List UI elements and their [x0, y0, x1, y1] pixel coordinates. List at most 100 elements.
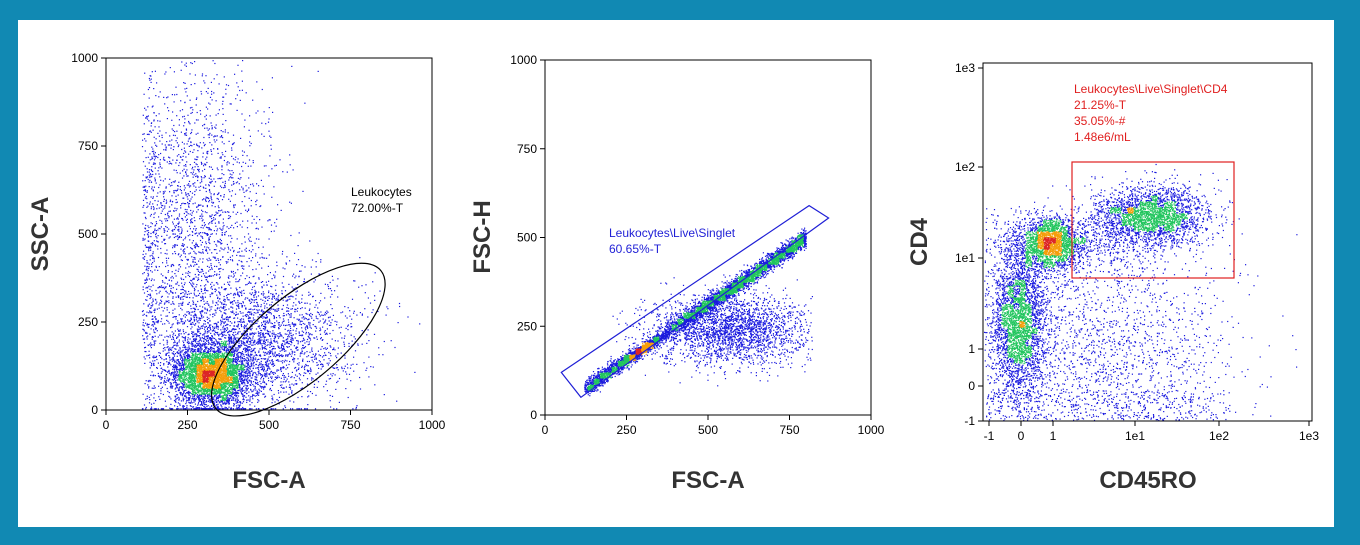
event-dot [213, 398, 215, 400]
event-dot [278, 376, 280, 378]
event-dot [185, 389, 187, 391]
event-dot [221, 372, 223, 374]
event-dot [216, 362, 218, 364]
event-dot [234, 294, 236, 296]
event-dot [359, 376, 361, 379]
event-dot [351, 318, 353, 320]
event-dot [233, 403, 235, 405]
event-dot [197, 390, 200, 392]
event-dot [241, 368, 243, 370]
event-dot [238, 384, 240, 387]
event-dot [293, 359, 295, 361]
event-dot [197, 394, 199, 396]
event-dot [228, 362, 230, 364]
event-dot [271, 342, 273, 345]
event-dot [235, 387, 237, 389]
event-dot [208, 388, 211, 390]
event-dot [219, 392, 221, 394]
event-dot [196, 342, 198, 345]
event-dot [184, 356, 186, 358]
event-dot [224, 367, 226, 370]
event-dot [172, 357, 174, 359]
event-dot [229, 378, 232, 380]
event-dot [191, 367, 193, 369]
event-dot [161, 334, 163, 336]
event-dot [234, 361, 236, 363]
event-dot [182, 381, 184, 383]
event-dot [211, 384, 213, 386]
event-dot [262, 386, 264, 388]
event-dot [243, 399, 245, 401]
event-dot [244, 378, 246, 380]
event-dot [216, 406, 218, 408]
event-dot [242, 381, 244, 384]
event-dot [219, 380, 221, 382]
event-dot [198, 362, 201, 364]
event-dot [240, 366, 242, 368]
event-dot [258, 388, 260, 390]
event-dot [197, 385, 199, 387]
event-dot [189, 379, 191, 381]
event-dot [184, 374, 186, 376]
event-dot [294, 337, 296, 339]
event-dot [174, 395, 176, 397]
event-dot [242, 395, 244, 397]
event-dot [217, 356, 219, 358]
event-dot [255, 328, 258, 330]
event-dot [232, 381, 235, 383]
event-dot [223, 349, 225, 352]
event-dot [196, 386, 198, 388]
event-dot [257, 374, 259, 376]
event-dot [210, 383, 212, 385]
event-dot [263, 335, 265, 337]
event-dot [270, 370, 273, 372]
event-dot [199, 319, 201, 321]
event-dot [173, 332, 175, 334]
event-dot [200, 325, 202, 327]
event-dot [237, 392, 239, 395]
event-dot [192, 380, 194, 382]
event-dot [197, 329, 199, 331]
event-dot [324, 347, 326, 349]
event-dot [142, 335, 144, 337]
event-dot [236, 332, 239, 334]
event-dot [224, 337, 226, 339]
event-dot [289, 298, 291, 300]
event-dot [268, 363, 270, 365]
event-dot [247, 382, 249, 384]
event-dot [169, 359, 171, 361]
event-dot [178, 383, 180, 385]
event-dot [176, 394, 179, 396]
event-dot [206, 368, 208, 370]
event-dot [205, 395, 207, 397]
event-dot [185, 366, 187, 368]
event-dot [204, 367, 206, 369]
event-dot [250, 343, 252, 345]
event-dot [213, 345, 215, 347]
event-dot [203, 373, 205, 375]
event-dot [229, 337, 231, 339]
event-dot [228, 373, 230, 375]
event-dot [243, 367, 245, 369]
event-dot [160, 392, 162, 395]
event-dot [179, 358, 182, 360]
event-dot [172, 323, 174, 325]
event-dot [200, 372, 202, 374]
event-dot [199, 382, 201, 384]
event-dot [209, 356, 211, 358]
event-dot [162, 350, 164, 352]
event-dot [173, 316, 175, 318]
event-dot [230, 355, 232, 357]
event-dot [202, 408, 204, 410]
event-dot [215, 370, 217, 372]
event-dot [154, 360, 156, 362]
event-dot [146, 290, 149, 292]
event-dot [201, 395, 203, 397]
event-dot [310, 273, 312, 275]
event-dot [213, 396, 216, 398]
event-dot [236, 407, 238, 409]
event-dot [243, 376, 245, 378]
event-dot [264, 385, 266, 387]
event-dot [166, 330, 168, 332]
event-dot [176, 374, 178, 376]
